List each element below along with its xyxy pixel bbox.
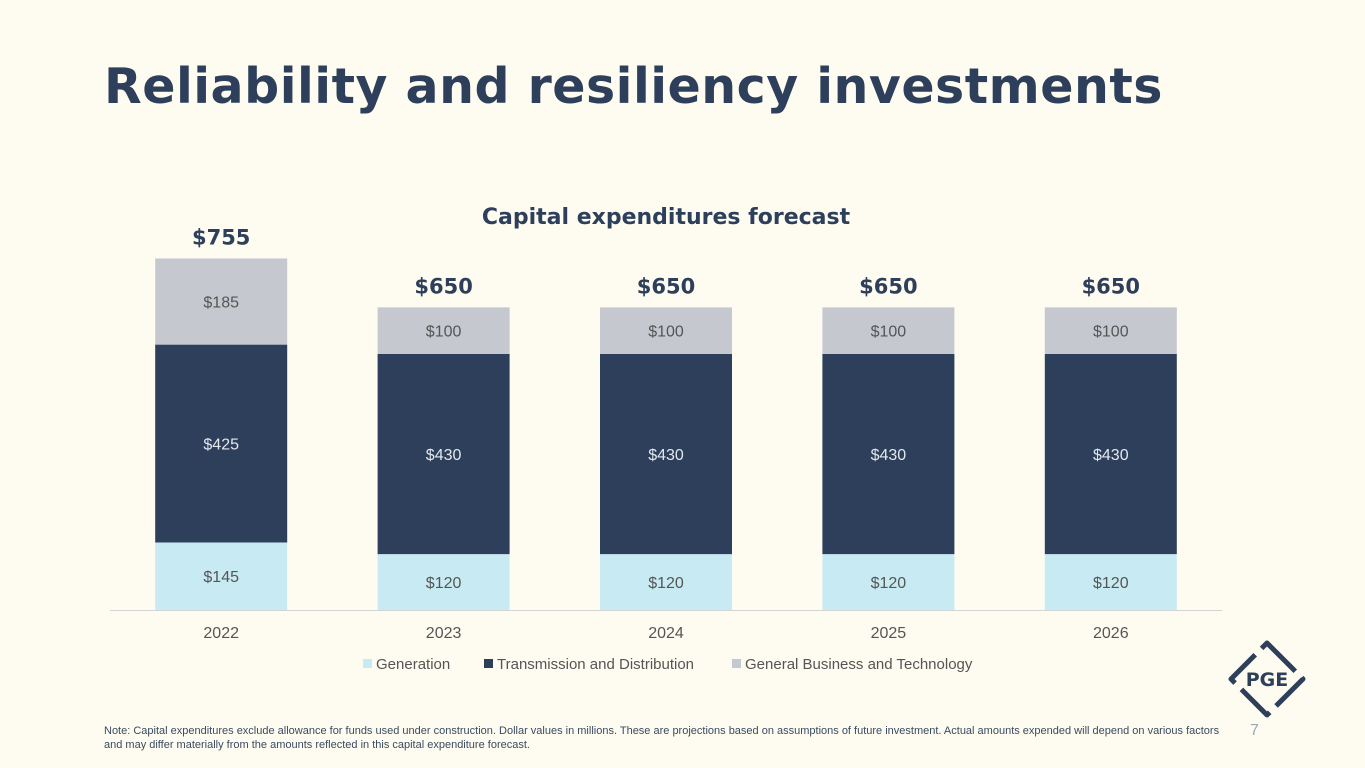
data-label-generation-2022: $145	[203, 569, 239, 586]
pge-logo-diamond	[1228, 640, 1306, 718]
pge-logo-text: PGE	[1246, 669, 1289, 691]
legend-label-generation: Generation	[376, 656, 450, 673]
bar-transmission-and-distribution-2024	[600, 353, 732, 555]
chart-title: Capital expenditures forecast	[482, 205, 851, 230]
bar-generation-2023	[377, 554, 510, 610]
legend-swatch-generation	[363, 659, 372, 668]
data-label-general-business-and-technology-2026: $100	[1093, 324, 1129, 341]
page-number: 7	[1250, 722, 1259, 739]
data-label-transmission-and-distribution-2023: $430	[426, 447, 462, 464]
x-tick-label-2024: 2024	[648, 625, 684, 642]
data-label-general-business-and-technology-2023: $100	[426, 324, 462, 341]
bar-general-business-and-technology-2022	[155, 258, 288, 345]
bar-transmission-and-distribution-2023	[377, 353, 510, 555]
data-label-generation-2025: $120	[871, 575, 907, 592]
data-label-general-business-and-technology-2024: $100	[648, 324, 684, 341]
bar-general-business-and-technology-2026	[1044, 307, 1177, 354]
bar-generation-2025	[822, 554, 955, 610]
data-label-transmission-and-distribution-2026: $430	[1093, 447, 1129, 464]
data-label-generation-2026: $120	[1093, 575, 1129, 592]
x-tick-label-2025: 2025	[871, 625, 907, 642]
slide-title: Reliability and resiliency investments	[104, 58, 1163, 115]
capex-chart: Capital expenditures forecast $145 $425 $18…	[110, 205, 1222, 673]
x-tick-label-2022: 2022	[203, 625, 239, 642]
bar-general-business-and-technology-2023	[377, 307, 510, 354]
x-tick-label-2023: 2023	[426, 625, 462, 642]
bar-generation-2022	[155, 542, 288, 610]
total-label-2025: $650	[859, 274, 917, 298]
data-label-transmission-and-distribution-2022: $425	[203, 437, 239, 454]
legend-label-general-business-and-technology: General Business and Technology	[745, 656, 973, 673]
legend-swatch-general-business-and-technology	[732, 659, 741, 668]
x-tick-label-2026: 2026	[1093, 625, 1129, 642]
legend-label-transmission-and-distribution: Transmission and Distribution	[497, 656, 694, 673]
total-label-2023: $650	[414, 274, 472, 298]
total-label-2022: $755	[192, 225, 250, 249]
data-label-transmission-and-distribution-2025: $430	[871, 447, 907, 464]
footnote: Note: Capital expenditures exclude allow…	[104, 725, 1220, 751]
data-label-generation-2024: $120	[648, 575, 684, 592]
bar-transmission-and-distribution-2025	[822, 353, 955, 555]
bar-generation-2024	[600, 554, 732, 610]
bar-general-business-and-technology-2024	[600, 307, 732, 354]
data-label-general-business-and-technology-2022: $185	[203, 295, 239, 312]
data-label-transmission-and-distribution-2024: $430	[648, 447, 684, 464]
bar-general-business-and-technology-2025	[822, 307, 955, 354]
pge-logo: PGE	[1228, 640, 1306, 718]
bar-transmission-and-distribution-2022	[155, 344, 288, 543]
data-label-generation-2023: $120	[426, 575, 462, 592]
bar-transmission-and-distribution-2026	[1044, 353, 1177, 555]
data-label-general-business-and-technology-2025: $100	[871, 324, 907, 341]
total-label-2026: $650	[1082, 274, 1140, 298]
bar-generation-2026	[1044, 554, 1177, 610]
legend-swatch-transmission-and-distribution	[484, 659, 493, 668]
total-label-2024: $650	[637, 274, 695, 298]
